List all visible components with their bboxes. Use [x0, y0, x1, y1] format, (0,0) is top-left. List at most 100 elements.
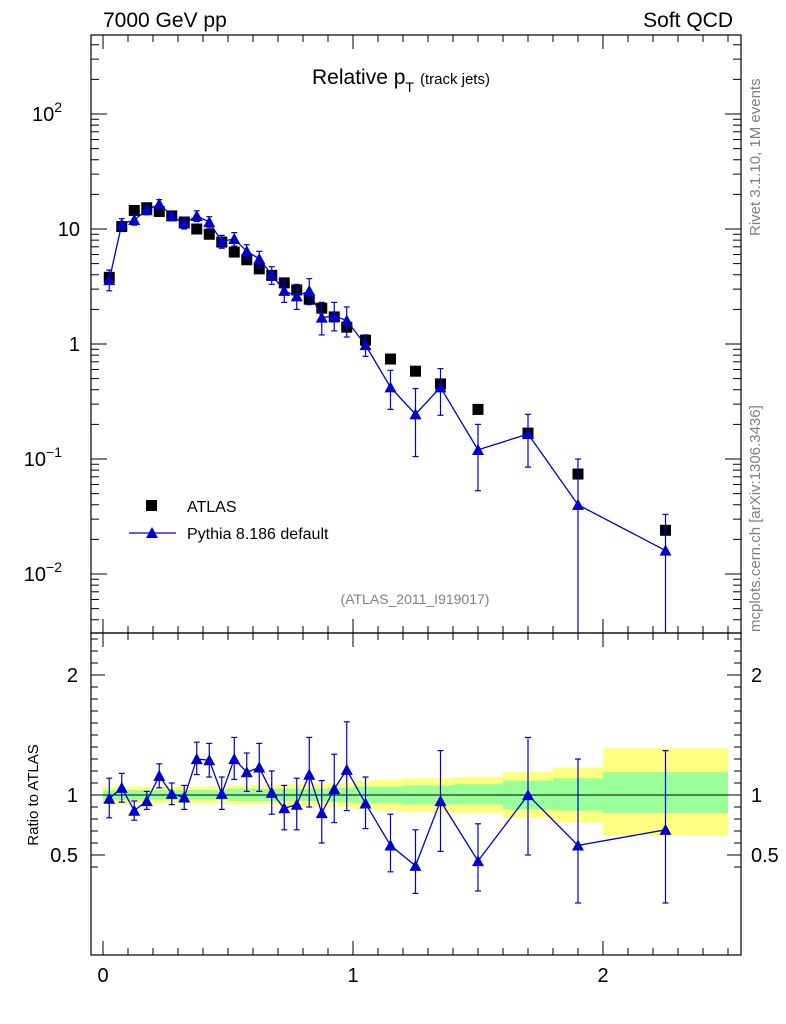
analysis-watermark: (ATLAS_2011_I919017) — [341, 591, 490, 607]
ratio-point-17 — [315, 807, 328, 819]
ratio-point-5 — [165, 787, 178, 799]
ratio-point-22 — [409, 859, 422, 871]
legend-label-pythia: Pythia 8.186 default — [187, 526, 329, 543]
ratio-point-24 — [472, 855, 484, 867]
ratio-point-18 — [328, 783, 341, 795]
ratio-xtick-label-2: 2 — [597, 965, 608, 987]
ratio-data-marks — [103, 721, 672, 904]
pythia-point-2 — [128, 213, 141, 225]
ratio-point-16 — [303, 768, 316, 780]
ratio-point-3 — [140, 795, 153, 807]
pythia-point-26 — [572, 498, 584, 510]
ratio-ytick-label-left-2: 2 — [67, 665, 78, 687]
ratio-point-6 — [178, 791, 191, 803]
main-ytick-label-0: 10−2 — [24, 559, 62, 586]
pythia-point-17 — [315, 311, 328, 323]
main-ytick-label-2: 1 — [69, 334, 80, 356]
pythia-point-11 — [240, 245, 253, 257]
ratio-point-25 — [522, 789, 534, 801]
atlas-point-21 — [385, 353, 396, 365]
main-axis-ticks: 10−2 10−1 1 10 102 — [24, 35, 741, 633]
ratio-ylabel: Ratio to ATLAS — [25, 744, 42, 845]
atlas-point-12 — [253, 263, 265, 275]
pythia-point-5 — [165, 209, 178, 221]
side-label-bottom: mcplots.cern.ch [arXiv:1306.3436] — [747, 405, 764, 632]
atlas-point-10 — [228, 246, 240, 258]
main-ytick-label-1: 10−1 — [24, 444, 62, 471]
band-green-8 — [453, 784, 503, 805]
pythia-point-3 — [140, 204, 153, 216]
ratio-point-26 — [572, 839, 584, 851]
ratio-point-0 — [103, 792, 116, 804]
main-data-marks — [103, 197, 672, 633]
atlas-point-4 — [153, 205, 165, 217]
plot-title: Relative pT (track jets) — [312, 66, 490, 95]
pythia-point-8 — [203, 216, 216, 228]
pythia-point-1 — [115, 218, 128, 230]
pythia-point-23 — [434, 381, 447, 393]
ratio-point-8 — [203, 754, 216, 766]
main-ytick-label-4: 102 — [32, 99, 62, 126]
pythia-point-4 — [153, 197, 166, 210]
ratio-point-9 — [215, 787, 228, 799]
pythia-point-14 — [278, 284, 291, 296]
ratio-panel-frame — [90, 632, 742, 956]
pythia-point-6 — [178, 217, 191, 229]
pythia-point-21 — [384, 381, 397, 393]
pythia-point-0 — [103, 274, 116, 286]
legend-label-atlas: ATLAS — [187, 499, 237, 516]
pythia-point-12 — [253, 252, 266, 264]
ratio-xtick-label-1: 1 — [347, 965, 358, 987]
ratio-line — [108, 757, 666, 867]
legend-marker-pythia — [146, 527, 158, 538]
atlas-point-7 — [191, 223, 203, 235]
ratio-point-14 — [278, 802, 291, 814]
ratio-point-4 — [153, 769, 166, 781]
main-panel-frame — [90, 34, 742, 634]
atlas-point-8 — [203, 228, 215, 240]
ratio-axis-ticks: 0.5 0.5 1 1 2 2 0 1 2 — [50, 633, 779, 987]
pythia-point-25 — [522, 427, 534, 440]
ratio-point-10 — [228, 753, 241, 765]
pythia-point-18 — [328, 310, 341, 322]
legend: ATLAS Pythia 8.186 default — [129, 499, 329, 543]
ratio-point-11 — [240, 766, 253, 778]
pythia-point-20 — [359, 339, 372, 351]
ratio-xtick-label-0: 0 — [97, 965, 108, 987]
ratio-ytick-label-left-0: 0.5 — [50, 845, 78, 867]
ratio-point-15 — [290, 798, 303, 810]
ratio-ytick-label-right-0: 0.5 — [751, 845, 779, 867]
side-label-top: Rivet 3.1.10, 1M events — [747, 78, 764, 236]
ratio-point-13 — [265, 786, 278, 798]
ratio-ytick-label-left-1: 1 — [67, 785, 78, 807]
atlas-point-22 — [410, 365, 421, 377]
pythia-point-9 — [215, 235, 228, 247]
pythia-point-10 — [228, 232, 241, 245]
atlas-point-24 — [472, 403, 484, 415]
ratio-ytick-label-right-1: 1 — [751, 785, 762, 807]
ratio-point-7 — [190, 753, 203, 765]
main-ytick-label-3: 10 — [58, 219, 80, 241]
ratio-point-12 — [253, 761, 266, 773]
header-right: Soft QCD — [643, 9, 733, 32]
pythia-point-22 — [409, 408, 422, 420]
legend-marker-atlas — [146, 500, 157, 511]
ratio-point-1 — [115, 781, 128, 793]
pythia-point-27 — [659, 544, 672, 556]
pythia-point-16 — [303, 284, 316, 296]
ratio-point-27 — [659, 823, 672, 835]
atlas-point-2 — [128, 204, 140, 216]
pythia-point-7 — [190, 209, 203, 221]
ratio-point-2 — [128, 804, 141, 816]
ratio-ytick-label-right-2: 2 — [751, 665, 762, 687]
ratio-point-19 — [340, 763, 353, 775]
pythia-line — [108, 203, 666, 552]
pythia-point-19 — [340, 314, 353, 326]
pythia-point-24 — [472, 443, 484, 455]
atlas-point-11 — [241, 254, 253, 266]
pythia-point-13 — [265, 268, 278, 280]
pythia-point-15 — [290, 290, 303, 302]
ratio-point-20 — [359, 797, 372, 809]
header-left: 7000 GeV pp — [103, 9, 227, 32]
